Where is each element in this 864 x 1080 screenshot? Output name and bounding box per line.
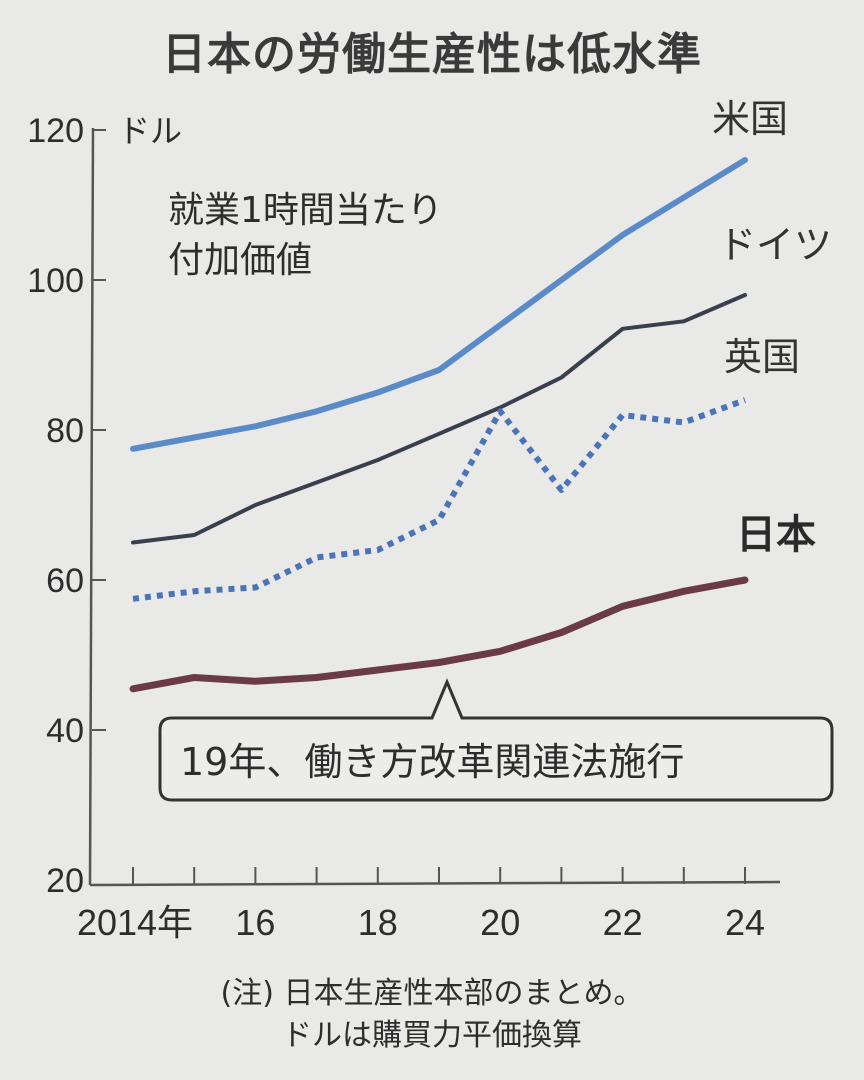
series-label-uk: 英国 bbox=[724, 335, 800, 379]
axes bbox=[88, 127, 781, 887]
x-tick-label: 20 bbox=[480, 902, 520, 943]
x-tick-label: 24 bbox=[725, 902, 765, 943]
annotation-callout bbox=[158, 678, 834, 802]
y-tick-label: 40 bbox=[46, 712, 84, 750]
chart-title: 日本の労働生産性は低水準 bbox=[162, 29, 702, 80]
series-line-us bbox=[130, 157, 748, 452]
y-tick-label: 20 bbox=[46, 862, 84, 900]
series-line-de bbox=[131, 293, 747, 545]
description-line-2: 付加価値 bbox=[168, 240, 312, 281]
x-axis bbox=[89, 880, 781, 887]
y-axis bbox=[88, 127, 95, 886]
annotation-text: 19年、働き方改革関連法施行 bbox=[180, 740, 684, 784]
x-ticks: 2014年 16 18 20 22 24 bbox=[77, 867, 765, 943]
y-tick-label: 100 bbox=[27, 262, 84, 300]
series-label-us: 米国 bbox=[712, 97, 788, 141]
y-tick-label: 80 bbox=[46, 412, 84, 450]
series-label-de: ドイツ bbox=[718, 223, 832, 267]
line-chart: 20 40 60 80 100 120 2014年 16 18 20 22 24 ドル 就業1時間当… bbox=[27, 97, 834, 943]
source-note-line-1: (注) 日本生産性本部のまとめ。 bbox=[220, 976, 644, 1011]
y-unit-label: ドル bbox=[118, 112, 182, 150]
x-tick-label: 2014年 bbox=[77, 902, 193, 943]
series-line-jp bbox=[129, 576, 749, 693]
series-lines bbox=[129, 157, 749, 693]
y-tick-label: 60 bbox=[46, 562, 84, 600]
x-tick-label: 16 bbox=[235, 902, 275, 943]
x-tick-label: 22 bbox=[603, 902, 643, 943]
y-ticks: 20 40 60 80 100 120 bbox=[27, 112, 106, 900]
series-line-uk bbox=[132, 397, 747, 602]
source-note-line-2: ドルは購買力平価換算 bbox=[282, 1018, 582, 1053]
series-label-jp: 日本 bbox=[736, 512, 816, 558]
x-tick-label: 18 bbox=[358, 902, 398, 943]
description-line-1: 就業1時間当たり bbox=[168, 190, 443, 231]
y-tick-label: 120 bbox=[27, 112, 84, 150]
